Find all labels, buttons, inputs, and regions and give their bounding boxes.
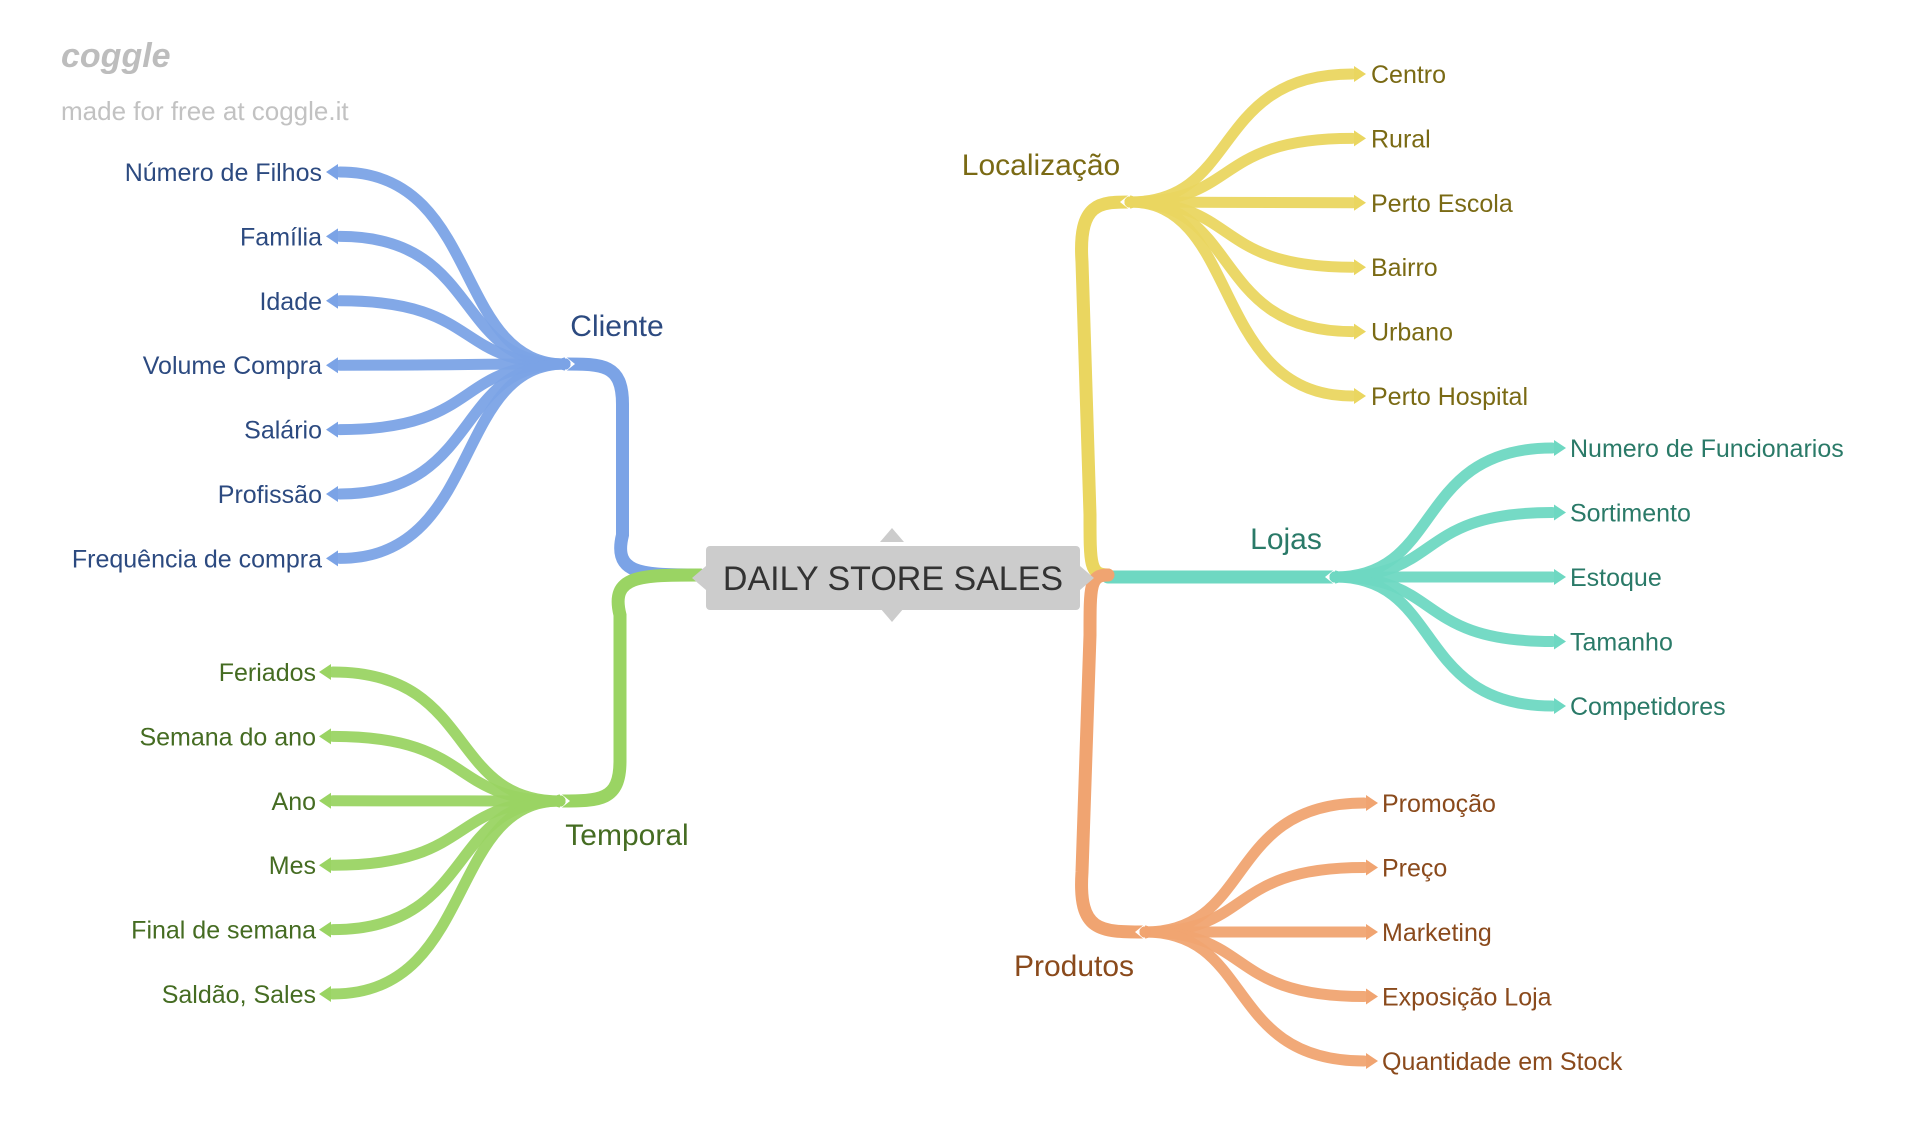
coggle-logo: coggle — [61, 37, 171, 75]
leaf-arrow-icon — [1554, 698, 1566, 714]
leaf-arrow-icon — [326, 421, 338, 438]
leaf-node-lojas[interactable]: Numero de Funcionarios — [1570, 435, 1844, 463]
leaf-node-lojas[interactable]: Estoque — [1570, 564, 1662, 592]
leaf-arrow-icon — [326, 228, 338, 245]
child-connector — [1139, 926, 1370, 1067]
leaf-node-temporal[interactable]: Saldão, Sales — [162, 981, 316, 1009]
leaf-node-produtos[interactable]: Marketing — [1382, 919, 1492, 947]
leaf-node-cliente[interactable]: Profissão — [218, 481, 322, 509]
leaf-node-cliente[interactable]: Idade — [259, 288, 322, 316]
leaf-arrow-icon — [326, 164, 338, 180]
leaf-node-localizacao[interactable]: Bairro — [1371, 254, 1438, 282]
leaf-node-produtos[interactable]: Exposição Loja — [1382, 984, 1552, 1012]
leaf-arrow-icon — [319, 728, 331, 745]
child-connector — [334, 358, 571, 564]
central-node-top-arrow-icon — [880, 528, 904, 542]
leaf-arrow-icon — [1554, 633, 1566, 650]
leaf-node-temporal[interactable]: Ano — [272, 788, 316, 816]
leaf-arrow-icon — [319, 921, 331, 938]
central-node-left-notch — [692, 566, 706, 590]
child-connector — [1124, 196, 1358, 402]
leaf-arrow-icon — [1366, 924, 1378, 940]
leaf-node-temporal[interactable]: Feriados — [219, 659, 316, 687]
leaf-node-cliente[interactable]: Família — [240, 223, 322, 251]
leaf-arrow-icon — [326, 357, 338, 374]
leaf-arrow-icon — [319, 986, 331, 1002]
leaf-arrow-icon — [1354, 323, 1366, 340]
leaf-node-lojas[interactable]: Sortimento — [1570, 500, 1691, 528]
leaf-node-temporal[interactable]: Final de semana — [131, 917, 316, 945]
leaf-arrow-icon — [1354, 259, 1366, 276]
leaf-arrow-icon — [1354, 194, 1366, 211]
leaf-arrow-icon — [326, 292, 338, 309]
branch-label-cliente[interactable]: Cliente — [570, 310, 663, 343]
branch-nodes: Cliente Número de Filhos Família Idade Volum… — [72, 61, 1844, 1076]
branch-label-lojas[interactable]: Lojas — [1250, 523, 1322, 556]
branch-links — [319, 66, 1566, 1069]
leaf-node-localizacao[interactable]: Rural — [1371, 125, 1431, 153]
leaf-arrow-icon — [326, 550, 338, 567]
leaf-arrow-icon — [319, 857, 331, 874]
leaf-node-localizacao[interactable]: Centro — [1371, 61, 1446, 89]
leaf-node-cliente[interactable]: Frequência de compra — [72, 545, 322, 573]
branch-label-localizacao[interactable]: Localização — [962, 149, 1120, 182]
leaf-node-produtos[interactable]: Promoção — [1382, 790, 1496, 818]
branch-connector-cliente — [558, 357, 707, 582]
central-node-label: DAILY STORE SALES — [723, 560, 1063, 598]
leaf-arrow-icon — [1554, 440, 1566, 456]
leaf-arrow-icon — [326, 486, 338, 502]
leaf-arrow-icon — [1354, 66, 1366, 82]
leaf-node-cliente[interactable]: Número de Filhos — [125, 159, 322, 187]
leaf-arrow-icon — [1554, 504, 1566, 521]
leaf-arrow-icon — [319, 664, 331, 680]
leaf-node-localizacao[interactable]: Perto Escola — [1371, 190, 1513, 218]
leaf-arrow-icon — [1366, 859, 1378, 876]
leaf-node-produtos[interactable]: Quantidade em Stock — [1382, 1048, 1623, 1076]
leaf-arrow-icon — [1354, 388, 1366, 404]
central-node-bottom-arrow-icon — [880, 608, 904, 622]
leaf-node-produtos[interactable]: Preço — [1382, 855, 1447, 883]
central-node-right-notch — [1080, 566, 1094, 590]
branch-label-produtos[interactable]: Produtos — [1014, 950, 1134, 983]
leaf-arrow-icon — [319, 792, 331, 809]
child-connector — [1329, 571, 1558, 712]
leaf-arrow-icon — [1366, 988, 1378, 1005]
central-node[interactable]: DAILY STORE SALES — [692, 528, 1094, 622]
child-connector — [334, 166, 571, 370]
branch-label-temporal[interactable]: Temporal — [565, 819, 688, 852]
leaf-node-temporal[interactable]: Semana do ano — [139, 723, 316, 751]
leaf-node-lojas[interactable]: Tamanho — [1570, 629, 1673, 657]
watermark-caption: made for free at coggle.it — [61, 96, 349, 126]
leaf-node-lojas[interactable]: Competidores — [1570, 693, 1726, 721]
branch-connector-localizacao — [1075, 195, 1137, 582]
child-connector — [327, 795, 566, 1000]
leaf-node-temporal[interactable]: Mes — [269, 852, 316, 880]
branch-connector-temporal — [553, 568, 707, 808]
leaf-node-localizacao[interactable]: Perto Hospital — [1371, 383, 1528, 411]
leaf-arrow-icon — [1366, 1053, 1378, 1069]
branch-connector-produtos — [1075, 568, 1152, 939]
leaf-arrow-icon — [1354, 130, 1366, 147]
leaf-node-localizacao[interactable]: Urbano — [1371, 319, 1453, 347]
leaf-arrow-icon — [1366, 795, 1378, 811]
leaf-node-cliente[interactable]: Volume Compra — [143, 352, 322, 380]
leaf-arrow-icon — [1554, 569, 1566, 585]
leaf-node-cliente[interactable]: Salário — [244, 417, 322, 445]
central-node-box — [706, 546, 1080, 610]
